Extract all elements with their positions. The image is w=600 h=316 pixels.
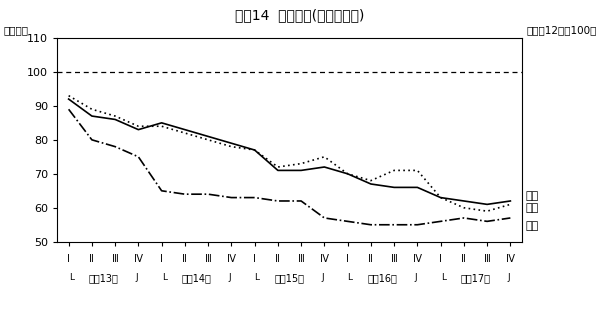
Text: 平成14年: 平成14年 bbox=[182, 273, 211, 283]
Text: Ⅳ: Ⅳ bbox=[413, 254, 422, 264]
Text: Ⅳ: Ⅳ bbox=[320, 254, 329, 264]
Text: Ⅳ: Ⅳ bbox=[227, 254, 236, 264]
Text: Ⅲ: Ⅲ bbox=[298, 254, 305, 264]
Text: Ⅰ: Ⅰ bbox=[346, 254, 349, 264]
Text: 生産: 生産 bbox=[525, 191, 538, 201]
Text: Ⅱ: Ⅱ bbox=[89, 254, 94, 264]
Text: Ⅱ: Ⅱ bbox=[182, 254, 187, 264]
Text: 平成17年: 平成17年 bbox=[461, 273, 491, 283]
Text: 図－14  繊維工業(季節調整済): 図－14 繊維工業(季節調整済) bbox=[235, 8, 365, 22]
Text: Ⅰ: Ⅰ bbox=[67, 254, 70, 264]
Text: Ⅳ: Ⅳ bbox=[134, 254, 143, 264]
Text: L: L bbox=[68, 273, 74, 282]
Text: L: L bbox=[161, 273, 167, 282]
Text: （指数）: （指数） bbox=[3, 25, 28, 35]
Text: 在庫: 在庫 bbox=[525, 222, 538, 231]
Text: Ⅲ: Ⅲ bbox=[391, 254, 398, 264]
Text: 出荷: 出荷 bbox=[525, 203, 538, 213]
Text: （平成12年＝100）: （平成12年＝100） bbox=[527, 25, 597, 35]
Text: Ⅱ: Ⅱ bbox=[461, 254, 466, 264]
Text: Ⅲ: Ⅲ bbox=[205, 254, 212, 264]
Text: J: J bbox=[229, 273, 232, 282]
Text: J: J bbox=[136, 273, 139, 282]
Text: Ⅱ: Ⅱ bbox=[368, 254, 373, 264]
Text: Ⅰ: Ⅰ bbox=[439, 254, 442, 264]
Text: J: J bbox=[415, 273, 418, 282]
Text: J: J bbox=[322, 273, 325, 282]
Text: Ⅱ: Ⅱ bbox=[275, 254, 280, 264]
Text: 平成15年: 平成15年 bbox=[275, 273, 305, 283]
Text: L: L bbox=[347, 273, 353, 282]
Text: Ⅰ: Ⅰ bbox=[160, 254, 163, 264]
Text: Ⅲ: Ⅲ bbox=[112, 254, 119, 264]
Text: L: L bbox=[254, 273, 260, 282]
Text: 平成13年: 平成13年 bbox=[89, 273, 118, 283]
Text: J: J bbox=[508, 273, 511, 282]
Text: 平成16年: 平成16年 bbox=[368, 273, 397, 283]
Text: L: L bbox=[440, 273, 446, 282]
Text: Ⅰ: Ⅰ bbox=[253, 254, 256, 264]
Text: Ⅲ: Ⅲ bbox=[484, 254, 491, 264]
Text: Ⅳ: Ⅳ bbox=[506, 254, 515, 264]
